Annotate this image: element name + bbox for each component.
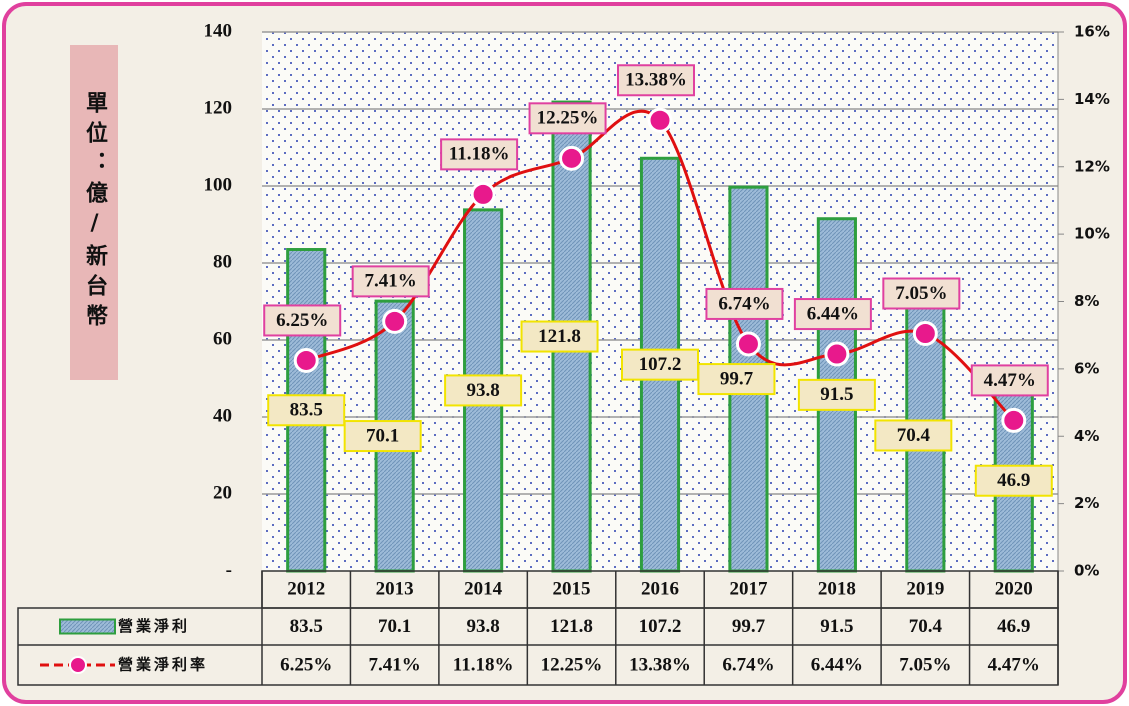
table-cell: 91.5 [820,616,853,637]
line-value-label-box [263,304,342,337]
table-cell: 83.5 [290,616,323,637]
bar-value-label-box [621,348,699,381]
marker [1001,407,1027,433]
bar-value-label: 70.1 [366,425,399,446]
legend-bar [59,618,116,635]
marker [647,107,673,133]
marker [735,331,761,357]
x-tick-label: 2013 [376,578,414,599]
table-cell: 7.05% [899,654,951,675]
line-value-label-box [705,287,784,320]
table-cell: 121.8 [550,616,593,637]
table-cell: 6.25% [280,654,332,675]
line-value-label: 7.41% [365,271,417,292]
table-cell: 46.9 [997,616,1030,637]
x-tick-label: 2017 [729,578,768,599]
bar-value-label: 83.5 [290,400,323,421]
bar-value-label: 121.8 [538,326,581,347]
bar-value-label-box [444,374,523,407]
marker [559,145,585,171]
y2-tick-label: 10% [1074,225,1110,243]
y-tick-label: 20 [213,482,232,503]
bar-value-label-box [267,394,346,427]
bar-value-label: 70.4 [897,425,931,446]
line-value-label-box [617,64,695,97]
legend-label: 營業淨利 [118,617,190,635]
line-value-label-box [440,138,519,171]
x-tick-label: 2016 [641,578,679,599]
table-cell: 93.8 [466,616,499,637]
legend-label: 營業淨利率 [118,656,208,674]
bar-value-label-box [697,363,776,396]
bar-value-label-box [974,464,1053,497]
table-cell: 6.74% [722,654,774,675]
x-tick-label: 2020 [995,578,1033,599]
y2-tick-label: 14% [1074,90,1110,108]
y-tick-label: 100 [204,174,233,195]
y-tick-label: 120 [204,97,233,118]
table-cell: 12.25% [541,654,603,675]
y2-tick-label: 12% [1074,157,1110,175]
line-value-label: 7.05% [895,283,947,304]
y2-tick-label: 6% [1074,359,1099,377]
y-tick-label: 80 [213,251,232,272]
y2-tick-label: 8% [1074,292,1099,310]
line-value-label: 6.44% [807,303,859,324]
line-value-label-box [970,364,1049,397]
y2-tick-label: 2% [1074,494,1099,512]
y2-tick-label: 0% [1074,562,1099,580]
y-tick-label: 60 [213,328,232,349]
unit-label: 單位：億/新台幣 [70,45,118,380]
line-value-label: 6.74% [718,293,770,314]
bar-value-label-box [874,419,953,452]
line-value-label: 4.47% [984,370,1036,391]
table-cell: 4.47% [988,654,1040,675]
table-cell: 13.38% [629,654,691,675]
bar-value-label: 46.9 [997,470,1030,491]
y2-tick-label: 4% [1074,427,1099,445]
bar-value-label-box [343,420,422,453]
y-tick-label: 40 [213,405,232,426]
x-tick-label: 2015 [553,578,591,599]
table-cell: 11.18% [453,654,514,675]
marker [293,347,319,373]
x-tick-label: 2012 [287,578,325,599]
bar-value-label: 99.7 [720,368,754,389]
bar-value-label-box [797,378,876,411]
bar-value-label: 91.5 [820,384,853,405]
x-tick-label: 2018 [818,578,856,599]
bar-value-label: 93.8 [466,380,499,401]
table-cell: 70.4 [909,616,943,637]
y2-tick-label: 16% [1074,23,1110,41]
marker [470,181,496,207]
table-cell: 6.44% [811,654,863,675]
line-value-label: 6.25% [276,310,328,331]
line-value-label-box [882,277,961,310]
x-tick-label: 2014 [464,578,503,599]
line-value-label: 12.25% [537,108,599,129]
unit-label-box: 單位：億/新台幣 [70,45,118,380]
line-value-label-box [351,265,430,298]
line-value-label: 11.18% [449,144,510,165]
marker [912,321,938,347]
line-value-label-box [793,298,872,331]
y-tick-label: 140 [204,20,233,41]
table-cell: 70.1 [378,616,411,637]
legend-marker [69,656,87,674]
bar-value-label: 107.2 [639,354,682,375]
x-tick-label: 2019 [906,578,944,599]
table-cell: 107.2 [639,616,682,637]
line-value-label: 13.38% [625,70,687,91]
line-value-label-box [528,102,607,135]
bar-value-label-box [520,320,599,353]
marker [824,341,850,367]
table-cell: 7.41% [369,654,421,675]
table-cell: 99.7 [732,616,766,637]
marker [382,308,408,334]
y-tick-label: - [226,559,232,580]
